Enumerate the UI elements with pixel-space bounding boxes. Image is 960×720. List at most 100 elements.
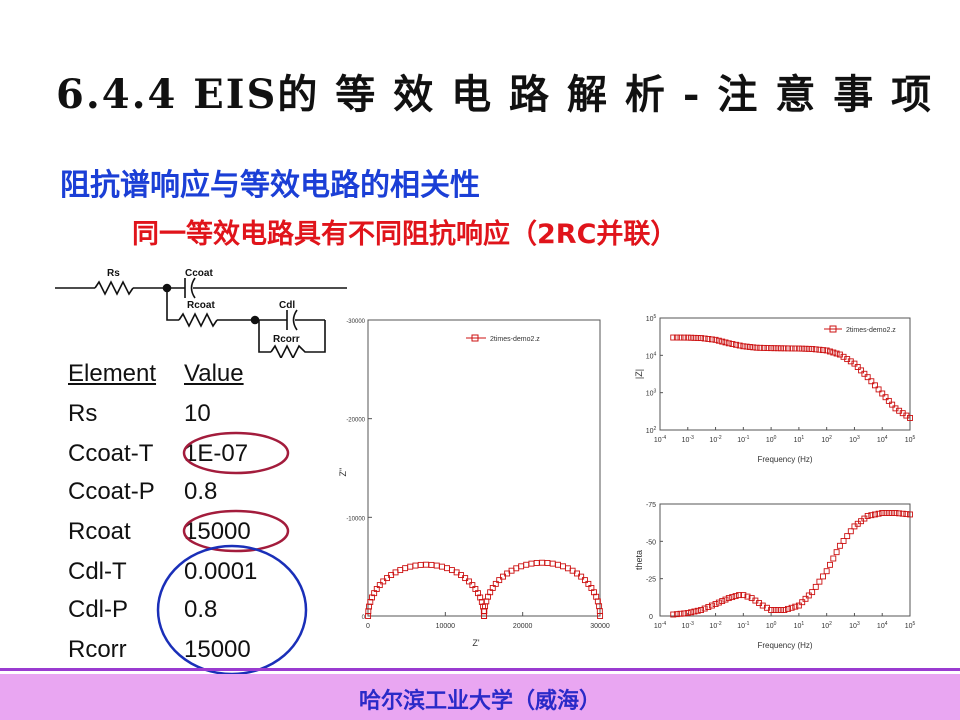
data-point bbox=[681, 610, 688, 617]
data-point bbox=[823, 347, 830, 354]
data-point bbox=[844, 533, 851, 540]
data-point bbox=[477, 594, 484, 601]
data-point bbox=[840, 538, 847, 544]
x-tick-label: 10-2 bbox=[709, 435, 721, 444]
slide-subtitle: 阻抗谱响应与等效电路的相关性 bbox=[60, 168, 480, 203]
data-point bbox=[830, 555, 837, 562]
data-point bbox=[462, 575, 469, 582]
data-point bbox=[705, 604, 712, 610]
data-point bbox=[812, 346, 819, 353]
nyquist-legend-text: 2times-demo2.z bbox=[490, 336, 540, 343]
data-point bbox=[809, 346, 816, 352]
nyquist-plot-frame bbox=[367, 319, 601, 617]
data-point bbox=[816, 346, 823, 353]
data-point bbox=[701, 335, 708, 342]
data-point bbox=[492, 580, 499, 587]
data-point bbox=[851, 360, 858, 367]
data-point bbox=[788, 604, 795, 611]
data-point bbox=[585, 580, 592, 587]
equivalent-circuit-diagram: Rs Ccoat Rcoat Cdl Rcorr bbox=[55, 268, 347, 358]
data-point bbox=[771, 607, 778, 613]
element-cell: Rs bbox=[68, 400, 98, 427]
data-point bbox=[854, 364, 861, 370]
element-cell: Rcorr bbox=[68, 636, 127, 663]
data-point bbox=[743, 343, 750, 350]
data-point bbox=[816, 578, 823, 585]
x-tick-label: 10-2 bbox=[709, 621, 721, 630]
data-point bbox=[805, 592, 812, 599]
data-point bbox=[781, 607, 788, 613]
data-point bbox=[872, 382, 878, 389]
element-cell: Ccoat-P bbox=[68, 478, 155, 505]
rcoat-highlight-ellipse bbox=[182, 509, 290, 553]
data-point bbox=[500, 573, 506, 580]
slide-subheading: 同一等效电路具有不同阻抗响应（2RC并联） bbox=[132, 219, 678, 250]
data-point bbox=[688, 609, 695, 616]
y-tick-label: -50 bbox=[646, 539, 656, 546]
x-tick-label: 10-1 bbox=[737, 621, 749, 630]
footer-text: 哈尔滨工业大学（威海） bbox=[358, 689, 601, 714]
data-point bbox=[795, 345, 802, 352]
bode-phase-y-label: theta bbox=[634, 550, 644, 570]
data-point bbox=[677, 334, 684, 341]
rcorr-label: Rcorr bbox=[273, 334, 300, 345]
bode-magnitude-plot: 10-4 10-3 10-2 10-1 100 101 102 103 104 105 102 103… bbox=[634, 314, 916, 464]
data-point bbox=[670, 611, 677, 618]
data-point bbox=[729, 594, 736, 601]
rcoat-resistor bbox=[178, 312, 218, 328]
data-point bbox=[715, 337, 722, 344]
x-tick-label: 100 bbox=[766, 435, 777, 444]
data-point bbox=[764, 345, 771, 351]
data-point bbox=[670, 334, 677, 341]
data-point bbox=[465, 578, 472, 585]
data-point bbox=[722, 596, 729, 603]
data-point bbox=[725, 340, 732, 347]
value-cell: 0.8 bbox=[184, 478, 218, 505]
x-tick-label: 104 bbox=[877, 435, 888, 444]
nyquist-x-label: Z' bbox=[472, 638, 479, 648]
x-tick-label: 102 bbox=[821, 621, 832, 630]
rcoat-label: Rcoat bbox=[187, 300, 215, 311]
element-cell: Ccoat-T bbox=[68, 440, 154, 467]
data-point bbox=[836, 542, 843, 549]
x-tick-label: 20000 bbox=[513, 623, 533, 630]
x-tick-label: 30000 bbox=[590, 623, 610, 630]
data-point bbox=[691, 608, 698, 615]
y-tick-label: 105 bbox=[646, 314, 657, 323]
data-point bbox=[736, 342, 743, 349]
x-tick-label: 105 bbox=[905, 435, 916, 444]
footer-bar bbox=[0, 674, 960, 720]
data-point bbox=[384, 575, 390, 582]
data-point bbox=[367, 599, 374, 605]
x-tick-label: 101 bbox=[794, 621, 805, 630]
data-point bbox=[753, 344, 760, 351]
x-tick-label: 102 bbox=[821, 435, 832, 444]
data-point bbox=[861, 370, 868, 377]
ccoat-label: Ccoat bbox=[185, 268, 213, 279]
value-cell: 1E-07 bbox=[184, 440, 249, 467]
footer-divider bbox=[0, 668, 960, 671]
data-point bbox=[820, 347, 826, 354]
data-point bbox=[882, 510, 889, 516]
data-point bbox=[823, 568, 830, 575]
y-tick-label: -20000 bbox=[346, 418, 365, 424]
bode-phase-plot: 10-4 10-3 10-2 10-1 100 101 102 103 104 105 0 -25 -5… bbox=[634, 502, 916, 650]
data-point bbox=[684, 334, 691, 341]
data-point bbox=[872, 511, 878, 518]
data-point bbox=[581, 577, 588, 584]
x-tick-label: 10-3 bbox=[682, 621, 694, 630]
data-point bbox=[858, 367, 865, 374]
data-point bbox=[768, 345, 775, 352]
x-tick-label: 10-1 bbox=[737, 435, 749, 444]
rs-resistor bbox=[94, 280, 134, 296]
data-point bbox=[705, 336, 712, 342]
x-tick-label: 101 bbox=[794, 435, 805, 444]
data-point bbox=[578, 573, 585, 580]
bode-legend-text: 2times-demo2.z bbox=[846, 327, 896, 334]
data-point bbox=[708, 336, 715, 343]
x-tick-label: 10-4 bbox=[654, 435, 666, 444]
slide-title: 6.4.4 EIS的 等 效 电 路 解 析 - 注 意 事 项 bbox=[56, 71, 934, 118]
data-point bbox=[694, 335, 701, 341]
data-point bbox=[733, 341, 740, 348]
